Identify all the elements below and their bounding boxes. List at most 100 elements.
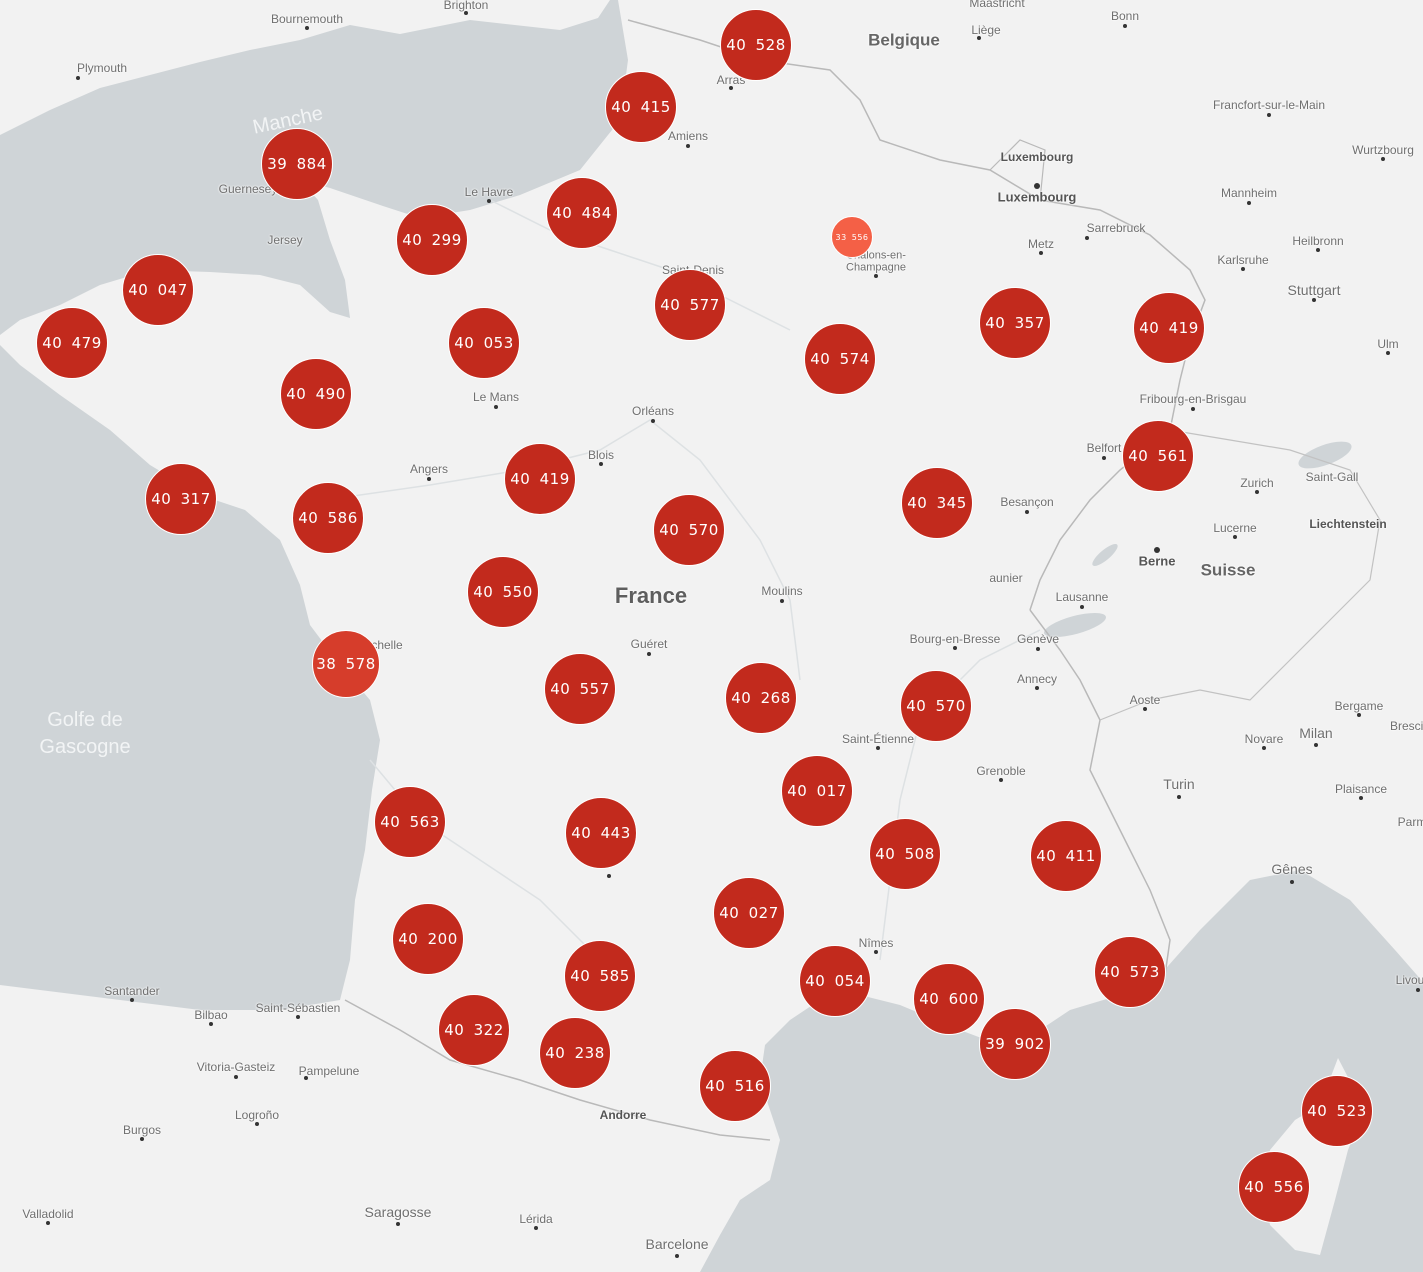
city-dot (1247, 201, 1251, 205)
city-dot (977, 36, 981, 40)
label-bournemouth: Bournemouth (270, 12, 344, 26)
cluster-marker[interactable]: 40 047 (122, 254, 194, 326)
label-saragosse: Saragosse (364, 1204, 432, 1220)
border-lux (989, 139, 1046, 201)
city-dot (1316, 248, 1320, 252)
cluster-marker[interactable]: 40 322 (438, 994, 510, 1066)
border-pyrenees (344, 999, 771, 1141)
land-england (0, 0, 610, 135)
city-dot (686, 144, 690, 148)
cluster-marker[interactable]: 40 054 (799, 945, 871, 1017)
cluster-marker[interactable]: 40 570 (900, 670, 972, 742)
cluster-marker[interactable]: 40 415 (605, 71, 677, 143)
label-bourg-en-bresse: Bourg-en-Bresse (909, 632, 1001, 646)
city-dot (780, 599, 784, 603)
label-bilbao: Bilbao (194, 1008, 228, 1022)
label-annecy: Annecy (1016, 672, 1058, 686)
cluster-marker[interactable]: 40 557 (544, 653, 616, 725)
cluster-marker[interactable]: 40 523 (1301, 1075, 1373, 1147)
label-belfort: Belfort (1086, 441, 1122, 455)
city-dot (1359, 796, 1363, 800)
cluster-marker[interactable]: 40 550 (467, 556, 539, 628)
city-dot (1123, 24, 1127, 28)
cluster-marker[interactable]: 39 884 (261, 128, 333, 200)
cluster-marker[interactable]: 40 574 (804, 323, 876, 395)
city-dot (396, 1222, 400, 1226)
cluster-marker[interactable]: 40 586 (292, 482, 364, 554)
cluster-marker[interactable]: 39 902 (979, 1008, 1051, 1080)
river-seine (489, 199, 791, 331)
label-luxembourg-city: Luxembourg (997, 189, 1077, 205)
city-dot (651, 419, 655, 423)
label-heilbronn: Heilbronn (1292, 234, 1344, 248)
label-geneve: Genève (1016, 632, 1060, 646)
cluster-marker[interactable]: 40 317 (145, 463, 217, 535)
label-saint-etienne: Saint-Étienne (841, 732, 915, 746)
cluster-marker[interactable]: 40 357 (979, 287, 1051, 359)
cluster-marker[interactable]: 40 508 (869, 818, 941, 890)
cluster-marker[interactable]: 40 585 (564, 940, 636, 1012)
cluster-marker[interactable]: 40 479 (36, 307, 108, 379)
cluster-marker[interactable]: 40 516 (699, 1050, 771, 1122)
label-brescia: Brescia (1389, 719, 1423, 733)
city-dot (1255, 490, 1259, 494)
cluster-marker[interactable]: 38 578 (312, 630, 380, 698)
cluster-marker[interactable]: 40 238 (539, 1017, 611, 1089)
cluster-marker[interactable]: 33 556 (831, 216, 873, 258)
cluster-marker[interactable]: 40 573 (1094, 936, 1166, 1008)
cluster-marker[interactable]: 40 200 (392, 903, 464, 975)
cluster-marker[interactable]: 40 484 (546, 177, 618, 249)
label-france: France (614, 583, 688, 608)
label-genes: Gênes (1271, 861, 1313, 877)
city-dot (234, 1075, 238, 1079)
city-dot (1312, 298, 1316, 302)
cluster-marker[interactable]: 40 017 (781, 755, 853, 827)
label-bergame: Bergame (1334, 699, 1384, 713)
cluster-marker[interactable]: 40 411 (1030, 820, 1102, 892)
label-saint-sebastien: Saint-Sébastien (255, 1001, 341, 1015)
label-ulm: Ulm (1377, 337, 1399, 351)
cluster-marker[interactable]: 40 443 (565, 797, 637, 869)
city-dot (1381, 157, 1385, 161)
city-dot (1080, 605, 1084, 609)
cluster-marker[interactable]: 40 419 (1133, 292, 1205, 364)
city-dot (874, 950, 878, 954)
cluster-marker[interactable]: 40 563 (374, 786, 446, 858)
cluster-marker[interactable]: 40 419 (504, 443, 576, 515)
city-dot (675, 1254, 679, 1258)
city-dot (1314, 743, 1318, 747)
label-fribourg: Fribourg-en-Brisgau (1139, 392, 1247, 406)
cluster-marker[interactable]: 40 528 (720, 9, 792, 81)
cluster-marker[interactable]: 40 490 (280, 358, 352, 430)
label-le-havre: Le Havre (464, 185, 514, 199)
cluster-marker[interactable]: 40 600 (913, 963, 985, 1035)
border-north (627, 19, 1206, 611)
city-dot (494, 405, 498, 409)
cluster-marker[interactable]: 40 561 (1122, 420, 1194, 492)
label-aunier: aunier (989, 571, 1023, 585)
label-liege: Liège (971, 23, 1001, 37)
city-dot (487, 199, 491, 203)
label-metz: Metz (1027, 237, 1055, 251)
cluster-marker[interactable]: 40 345 (901, 467, 973, 539)
city-dot (209, 1022, 213, 1026)
cluster-marker[interactable]: 40 556 (1238, 1151, 1310, 1223)
city-dot (1386, 351, 1390, 355)
cluster-marker[interactable]: 40 027 (713, 877, 785, 949)
label-parme: Parm (1397, 815, 1423, 829)
cluster-marker[interactable]: 40 577 (654, 269, 726, 341)
label-novare: Novare (1244, 732, 1284, 746)
label-arras: Arras (716, 73, 746, 87)
label-santander: Santander (104, 984, 160, 998)
label-jersey: Jersey (267, 233, 303, 247)
label-valladolid: Valladolid (22, 1207, 74, 1221)
label-luxembourg-country: Luxembourg (1000, 150, 1074, 164)
cluster-marker[interactable]: 40 299 (396, 204, 468, 276)
cluster-marker[interactable]: 40 570 (653, 494, 725, 566)
label-maastricht: Maastricht (969, 0, 1025, 10)
cluster-marker[interactable]: 40 268 (725, 662, 797, 734)
label-burgos: Burgos (122, 1123, 162, 1137)
cluster-marker[interactable]: 40 053 (448, 307, 520, 379)
